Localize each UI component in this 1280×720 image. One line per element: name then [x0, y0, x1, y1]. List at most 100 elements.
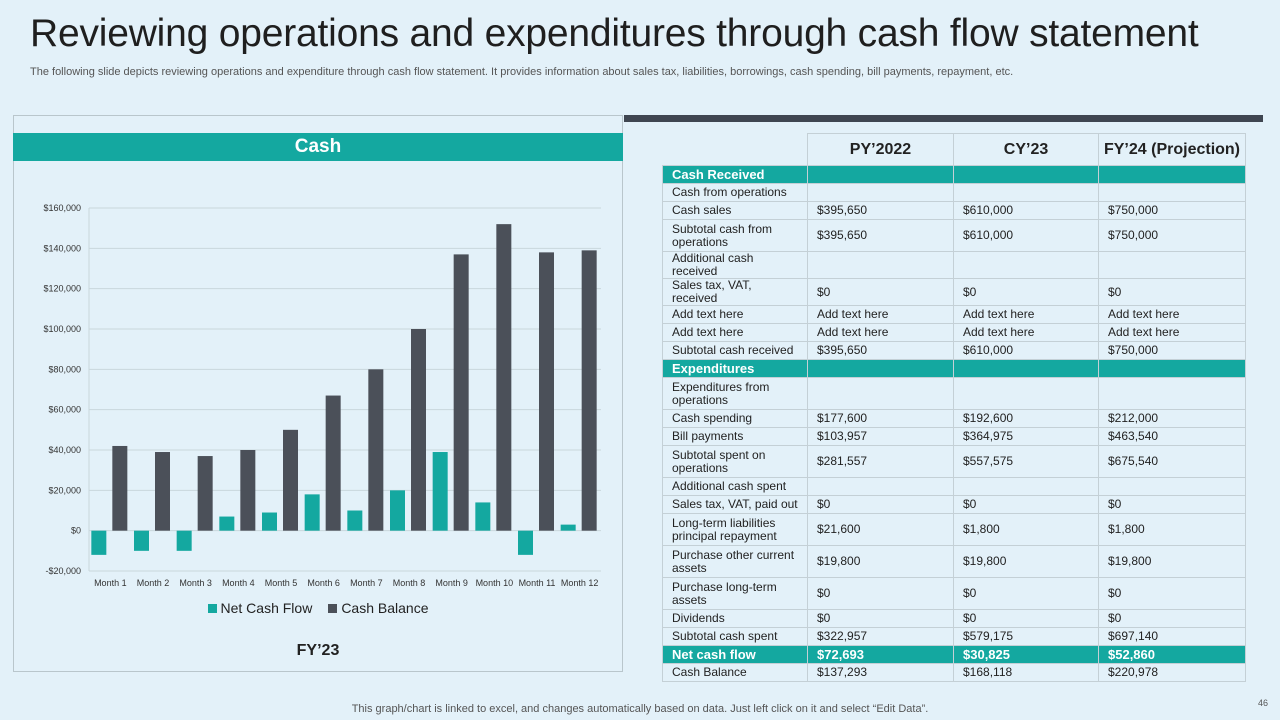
- value-cell: $579,175: [953, 627, 1099, 646]
- cash-balance-bar: [283, 429, 298, 531]
- legend-swatch-cash-balance: [328, 603, 338, 613]
- value-cell: $212,000: [1098, 409, 1246, 428]
- value-cell: [953, 251, 1099, 279]
- value-cell: $1,800: [953, 513, 1099, 546]
- value-cell: $750,000: [1098, 341, 1246, 360]
- value-cell: $0: [1098, 577, 1246, 610]
- row-label-cell: Sales tax, VAT, paid out: [662, 495, 808, 514]
- y-tick-label: $20,000: [48, 485, 81, 495]
- value-cell: $322,957: [807, 627, 954, 646]
- value-cell: $220,978: [1098, 663, 1246, 682]
- table-row: Subtotal spent on operations $281,557 $557…: [662, 445, 1246, 478]
- net-cash-flow-bar: [347, 510, 363, 531]
- value-cell: $1,800: [1098, 513, 1246, 546]
- value-cell: [807, 359, 954, 378]
- legend-item-net-cash-flow: Net Cash Flow: [207, 600, 313, 616]
- chart-header: Cash: [13, 133, 623, 161]
- row-label-cell: Net cash flow: [662, 645, 808, 664]
- value-cell: $610,000: [953, 201, 1099, 220]
- net-cash-flow-bar: [262, 512, 277, 531]
- x-tick-label: Month 9: [435, 578, 468, 588]
- row-label-cell: Expenditures: [662, 359, 808, 378]
- page-number: 46: [1257, 698, 1268, 708]
- cash-bar-chart[interactable]: -$20,000 $0 $20,000 $40,000 $60,000 $80,000 $1…: [13, 195, 623, 595]
- row-label-cell: Add text here: [662, 305, 808, 324]
- table-row: Cash spending $177,600 $192,600 $212,000: [662, 409, 1246, 428]
- table-row: Cash Balance $137,293 $168,118 $220,978: [662, 663, 1246, 682]
- y-tick-label: $0: [71, 526, 81, 536]
- value-cell: Add text here: [1098, 305, 1246, 324]
- value-cell: $19,800: [953, 545, 1099, 578]
- value-cell: $19,800: [807, 545, 954, 578]
- table-row: Add text here Add text here Add text here A…: [662, 323, 1246, 342]
- legend-label-net-cash-flow: Net Cash Flow: [220, 600, 313, 616]
- x-tick-label: Month 12: [561, 578, 599, 588]
- net-cash-flow-bar: [91, 530, 107, 555]
- value-cell: [807, 477, 954, 496]
- cash-balance-bar: [368, 369, 384, 531]
- cash-flow-table-body: Cash Received Cash from operations Cash sa…: [662, 165, 1246, 682]
- y-tick-label: -$20,000: [45, 566, 81, 576]
- x-tick-label: Month 2: [137, 578, 170, 588]
- value-cell: $137,293: [807, 663, 954, 682]
- value-cell: Add text here: [953, 305, 1099, 324]
- row-label-cell: Additional cash received: [662, 251, 808, 279]
- table-section-row: Cash Received: [662, 165, 1246, 184]
- legend-label-cash-balance: Cash Balance: [341, 600, 429, 616]
- x-tick-label: Month 10: [476, 578, 514, 588]
- table-row: Cash from operations: [662, 183, 1246, 202]
- table-section-row: Expenditures: [662, 359, 1246, 378]
- value-cell: $0: [807, 278, 954, 306]
- chart-caption: FY’23: [296, 642, 340, 659]
- value-cell: $750,000: [1098, 201, 1246, 220]
- y-tick-label: $100,000: [43, 324, 81, 334]
- x-tick-label: Month 4: [222, 578, 255, 588]
- table-row: Purchase other current assets $19,800 $19,…: [662, 545, 1246, 578]
- table-row: Add text here Add text here Add text here A…: [662, 305, 1246, 324]
- value-cell: $30,825: [953, 645, 1099, 664]
- row-label-cell: Cash from operations: [662, 183, 808, 202]
- value-cell: [1098, 251, 1246, 279]
- row-label-cell: Cash sales: [662, 201, 808, 220]
- value-cell: $750,000: [1098, 219, 1246, 252]
- row-label-cell: Subtotal cash from operations: [662, 219, 808, 252]
- value-cell: $395,650: [807, 219, 954, 252]
- value-cell: [1098, 183, 1246, 202]
- value-cell: $0: [1098, 495, 1246, 514]
- value-cell: $610,000: [953, 341, 1099, 360]
- net-cash-flow-bar: [432, 452, 448, 531]
- value-cell: $395,650: [807, 201, 954, 220]
- row-label-cell: Long-term liabilities principal repaymen…: [662, 513, 808, 546]
- value-cell: $0: [953, 577, 1099, 610]
- x-tick-label: Month 11: [519, 578, 556, 588]
- y-tick-label: $140,000: [43, 243, 81, 253]
- y-tick-label: $160,000: [43, 203, 81, 213]
- value-cell: [807, 377, 954, 410]
- value-cell: [807, 251, 954, 279]
- value-cell: $610,000: [953, 219, 1099, 252]
- net-cash-flow-bar: [560, 524, 576, 531]
- value-cell: $557,575: [953, 445, 1099, 478]
- cash-flow-table-container: PY’2022 CY’23 FY’24 (Projection) Cash Re…: [662, 133, 1246, 682]
- value-cell: $21,600: [807, 513, 954, 546]
- column-header-fy24-projection: FY’24 (Projection): [1098, 133, 1246, 166]
- row-label-cell: Sales tax, VAT, received: [662, 278, 808, 306]
- value-cell: [807, 165, 954, 184]
- table-row: Expenditures from operations: [662, 377, 1246, 410]
- x-tick-label: Month 6: [307, 578, 340, 588]
- y-tick-label: $60,000: [48, 405, 81, 415]
- value-cell: [1098, 377, 1246, 410]
- row-label-cell: Cash Balance: [662, 663, 808, 682]
- net-cash-flow-bar: [304, 494, 320, 531]
- table-header-blank: [663, 134, 808, 166]
- cash-balance-bar: [539, 252, 554, 531]
- value-cell: Add text here: [1098, 323, 1246, 342]
- value-cell: [1098, 165, 1246, 184]
- value-cell: $0: [1098, 609, 1246, 628]
- cash-flow-table: PY’2022 CY’23 FY’24 (Projection) Cash Re…: [662, 133, 1246, 682]
- slide-title: Reviewing operations and expenditures th…: [30, 12, 1199, 55]
- value-cell: $281,557: [807, 445, 954, 478]
- net-cash-flow-bar: [518, 530, 533, 555]
- cash-balance-bar: [496, 224, 512, 531]
- value-cell: $0: [807, 577, 954, 610]
